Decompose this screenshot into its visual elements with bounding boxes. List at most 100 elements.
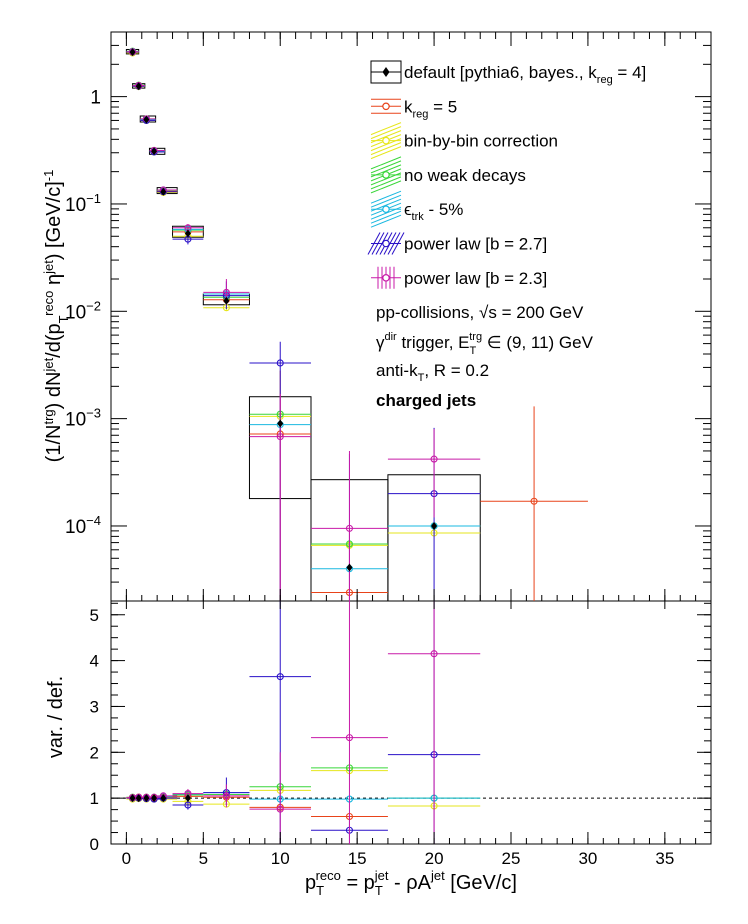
- default-marker: [135, 794, 142, 803]
- ylabel-sup: jet: [41, 357, 56, 372]
- annotation-part: anti-k: [376, 361, 418, 380]
- default-marker: [135, 82, 142, 91]
- tick-base: 10: [65, 195, 86, 216]
- x-tick-label: 20: [425, 849, 444, 868]
- legend: default [pythia6, bayes., kreg = 4]kreg …: [367, 60, 646, 289]
- default-marker: [129, 48, 136, 57]
- pl23-marker: [222, 792, 230, 800]
- annotation-part: ∈ (9, 11) GeV: [482, 333, 594, 352]
- legend-default-marker: [382, 67, 390, 77]
- annotation-sub: T: [470, 345, 477, 357]
- annotation-charged-jets: charged jets: [376, 391, 476, 410]
- annotation-part: , R = 0.2: [424, 361, 489, 380]
- pl23-marker: [430, 455, 438, 463]
- ylabel-part: ) dN: [43, 372, 65, 410]
- legend-label-sub: trk: [412, 211, 425, 223]
- annotation-part: γ: [376, 333, 385, 352]
- top-y-tick-label: 10−4: [65, 513, 101, 538]
- bottom-y-tick-label: 5: [90, 606, 99, 625]
- default-marker: [184, 229, 191, 238]
- xlabel-sup: reco: [316, 868, 341, 883]
- default-marker: [277, 419, 284, 428]
- bottom-y-tick-label: 1: [90, 789, 99, 808]
- top-y-tick-label: 10−2: [65, 298, 101, 323]
- bottom-y-tick-label: 0: [90, 835, 99, 854]
- annotation-part: √s: [479, 303, 497, 322]
- xlabel-part: - ρA: [389, 872, 432, 894]
- top-y-tick-label: 10−1: [65, 191, 101, 216]
- legend-label-text: default [pythia6, bayes., k: [404, 63, 597, 82]
- ylabel-part: ) [GeV/c]: [43, 181, 65, 260]
- xlabel-part: = p: [341, 872, 375, 894]
- legend-entry-pl27: power law [b = 2.7]: [367, 232, 547, 255]
- xlabel-part: p: [305, 872, 316, 894]
- xlabel-sub: T: [316, 883, 324, 898]
- legend-hatch-line: [370, 160, 402, 174]
- ylabel-part: (1/N: [43, 425, 65, 463]
- default-marker: [431, 521, 438, 530]
- bottom-y-axis-label: var. / def.: [45, 676, 67, 758]
- annotation-algorithm: anti-kT, R = 0.2: [376, 361, 489, 384]
- tick-exponent: −1: [86, 191, 101, 206]
- legend-label-sub: reg: [597, 74, 613, 86]
- legend-label: default [pythia6, bayes., kreg = 4]: [404, 63, 646, 86]
- pl23-marker: [345, 734, 354, 742]
- legend-marker: [382, 136, 390, 145]
- legend-label: ϵtrk - 5%: [404, 200, 463, 223]
- x-tick-label: 10: [271, 849, 290, 868]
- default-marker: [151, 794, 158, 803]
- legend-entry-kreg5: kreg = 5: [371, 97, 457, 120]
- xlabel-sub: T: [375, 883, 383, 898]
- legend-label-text: power law [b = 2.3]: [404, 269, 547, 288]
- default-marker: [151, 147, 158, 156]
- tick-base: 10: [65, 410, 86, 431]
- top-panel-series: [126, 47, 588, 601]
- bottom-y-tick-label: 3: [90, 697, 99, 716]
- default-marker: [346, 563, 353, 572]
- legend-hatch-line: [370, 210, 402, 224]
- legend-hatch-line: [370, 214, 402, 228]
- x-tick-label: 35: [655, 849, 674, 868]
- legend-hatch-etrk: [370, 190, 402, 228]
- ylabel-part: /d(p: [43, 323, 65, 357]
- top-y-tick-label: 10−3: [65, 406, 101, 431]
- legend-label: power law [b = 2.3]: [404, 269, 547, 288]
- xlabel-sup: jet: [430, 868, 445, 883]
- legend-hatch-line: [370, 146, 402, 160]
- ylabel-sup: jet: [41, 260, 56, 275]
- legend-label: kreg = 5: [404, 97, 457, 120]
- pl27-marker: [276, 673, 284, 681]
- tick-exponent: −3: [86, 406, 101, 421]
- annotation-part: pp-collisions,: [376, 303, 479, 322]
- legend-hatch-line: [370, 190, 402, 204]
- tick-exponent: −2: [86, 298, 101, 313]
- legend-entry-binbybin: bin-by-bin correction: [370, 122, 558, 160]
- legend-hatch-line: [370, 194, 402, 208]
- annotation-collisions: pp-collisions, √s = 200 GeV: [376, 303, 584, 322]
- legend-entry-pl23: power law [b = 2.3]: [371, 266, 547, 289]
- legend-label-suffix: = 4]: [613, 63, 647, 82]
- annotation-part: = 200 GeV: [497, 303, 584, 322]
- legend-label-text: power law [b = 2.7]: [404, 235, 547, 254]
- pl23-marker: [430, 650, 438, 658]
- x-tick-label: 25: [502, 849, 521, 868]
- default-marker: [129, 794, 136, 803]
- ylabel-sub: T: [56, 315, 71, 323]
- annotation-sub: T: [418, 372, 425, 384]
- default-marker: [160, 187, 167, 196]
- legend-label-sub: reg: [413, 108, 429, 120]
- tick-base: 1: [90, 88, 101, 109]
- xlabel-sup: jet: [374, 868, 389, 883]
- default-marker: [143, 115, 150, 124]
- legend-marker: [382, 102, 390, 111]
- annotations: pp-collisions, √s = 200 GeV γdir trigger…: [376, 303, 594, 410]
- pl23-marker: [276, 805, 284, 813]
- bottom-panel-series: [111, 601, 711, 844]
- legend-entry-noweak: no weak decays: [370, 156, 526, 194]
- default-marker: [160, 794, 167, 803]
- tick-exponent: −4: [86, 513, 101, 528]
- legend-hatch-line: [370, 176, 402, 190]
- legend-marker: [382, 205, 390, 214]
- pl23-marker: [276, 433, 284, 441]
